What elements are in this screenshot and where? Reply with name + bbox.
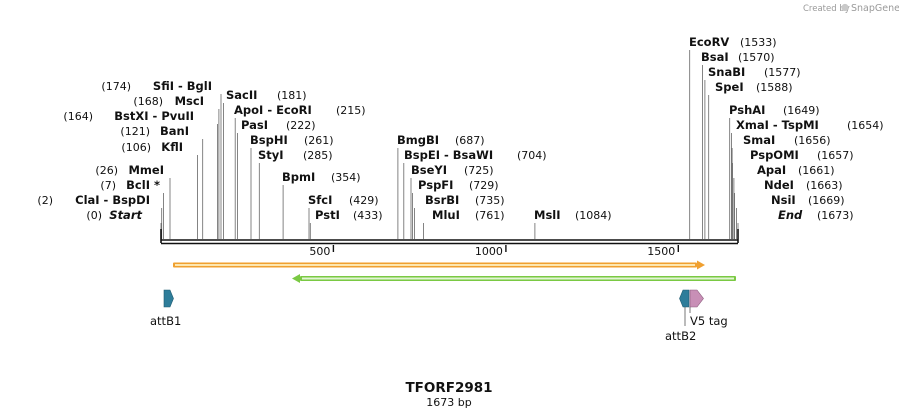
site-name-apoi-ecori[interactable]: ApoI - EcoRI <box>234 103 312 117</box>
site-position-bcli: (7) <box>100 179 116 192</box>
site-position-start: (0) <box>86 209 102 222</box>
site-position-apai: (1661) <box>798 164 835 177</box>
site-labels: Start (0) ClaI - BspDI (2) BclI * (7) MmeI (26)… <box>37 35 883 222</box>
site-position-mlui: (761) <box>475 209 505 222</box>
orf-reverse-arrow <box>292 274 736 283</box>
credit-brand: SnapGene <box>851 3 899 14</box>
site-name-bpmi[interactable]: BpmI <box>282 170 315 184</box>
site-name-kfli[interactable]: KflI <box>161 140 183 154</box>
feature-attb2[interactable]: attB2 <box>665 289 696 343</box>
feature-attb1[interactable]: attB1 <box>150 289 181 328</box>
site-name-msli[interactable]: MslI <box>534 208 561 222</box>
site-position-snabi: (1577) <box>764 66 801 79</box>
map-title: TFORF2981 <box>405 380 492 396</box>
feature-label-attb1: attB1 <box>150 314 181 328</box>
site-position-bseyi: (725) <box>464 164 494 177</box>
site-name-bstxi-pvuii[interactable]: BstXI - PvuII <box>114 109 194 123</box>
site-name-nsii[interactable]: NsiI <box>771 193 796 207</box>
site-leaders <box>160 50 739 239</box>
ruler-tick-label-1000: 1000 <box>475 245 503 258</box>
site-position-sfii-bgli: (174) <box>101 80 131 93</box>
site-name-sfii-bgli[interactable]: SfiI - BglI <box>153 79 212 93</box>
site-name-start[interactable]: Start <box>109 208 142 222</box>
site-position-psti: (433) <box>353 209 383 222</box>
orf-forward-arrow <box>173 260 705 270</box>
site-position-clai-bspdi: (2) <box>37 194 53 207</box>
site-position-mmei: (26) <box>95 164 118 177</box>
site-name-pspfi[interactable]: PspFI <box>418 178 453 192</box>
site-position-msli: (1084) <box>575 209 612 222</box>
site-position-spei: (1588) <box>756 81 793 94</box>
site-position-pspfi: (729) <box>469 179 499 192</box>
site-position-bani: (121) <box>120 125 150 138</box>
site-position-bspei-bsawi: (704) <box>517 149 547 162</box>
site-position-end: (1673) <box>817 209 854 222</box>
credit-prefix: Created by <box>803 4 850 14</box>
site-name-pasi[interactable]: PasI <box>241 118 268 132</box>
site-position-nsii: (1669) <box>808 194 845 207</box>
site-name-ecorv[interactable]: EcoRV <box>689 35 729 49</box>
site-name-mlui[interactable]: MluI <box>432 208 460 222</box>
site-name-sacii[interactable]: SacII <box>226 88 257 102</box>
site-name-pspomi[interactable]: PspOMI <box>750 148 799 162</box>
site-position-bsai: (1570) <box>738 51 775 64</box>
ruler-tick-label-1500: 1500 <box>647 245 675 258</box>
site-position-sfci: (429) <box>349 194 379 207</box>
site-position-bsrbi: (735) <box>475 194 505 207</box>
feature-v5-tag[interactable]: V5 tag <box>689 289 728 328</box>
site-position-bpmi: (354) <box>331 171 361 184</box>
site-position-pspomi: (1657) <box>817 149 854 162</box>
sequence-backbone <box>160 229 739 245</box>
site-position-smai: (1656) <box>794 134 831 147</box>
site-name-sfci[interactable]: SfcI <box>308 193 332 207</box>
feature-label-attb2: attB2 <box>665 329 696 343</box>
site-name-msci[interactable]: MscI <box>175 94 204 108</box>
site-name-snabi[interactable]: SnaBI <box>708 65 745 79</box>
site-position-msci: (168) <box>133 95 163 108</box>
site-name-bsphi[interactable]: BspHI <box>250 133 288 147</box>
site-name-bseyi[interactable]: BseYI <box>411 163 447 177</box>
site-name-clai-bspdi[interactable]: ClaI - BspDI <box>75 193 150 207</box>
site-position-pasi: (222) <box>286 119 316 132</box>
ruler-ticks: 500 1000 1500 <box>309 245 679 258</box>
site-name-pshai[interactable]: PshAI <box>729 103 765 117</box>
site-name-apai[interactable]: ApaI <box>757 163 786 177</box>
site-name-bcli[interactable]: BclI * <box>126 178 160 192</box>
feature-label-v5-tag: V5 tag <box>690 314 728 328</box>
ruler-tick-label-500: 500 <box>309 245 330 258</box>
site-position-xmai-tspmi: (1654) <box>847 119 884 132</box>
site-name-xmai-tspmi[interactable]: XmaI - TspMI <box>736 118 819 132</box>
snapgene-logo-icon <box>841 3 849 12</box>
site-position-bsphi: (261) <box>304 134 334 147</box>
site-name-bspei-bsawi[interactable]: BspEI - BsaWI <box>404 148 493 162</box>
site-name-smai[interactable]: SmaI <box>743 133 775 147</box>
site-name-spei[interactable]: SpeI <box>715 80 744 94</box>
site-position-kfli: (106) <box>121 141 151 154</box>
site-name-bsai[interactable]: BsaI <box>701 50 729 64</box>
site-name-psti[interactable]: PstI <box>315 208 340 222</box>
site-position-bstxi-pvuii: (164) <box>63 110 93 123</box>
site-position-pshai: (1649) <box>783 104 820 117</box>
site-position-apoi-ecori: (215) <box>336 104 366 117</box>
site-name-mmei[interactable]: MmeI <box>128 163 164 177</box>
site-position-styi: (285) <box>303 149 333 162</box>
site-name-end[interactable]: End <box>778 208 803 222</box>
site-position-ecorv: (1533) <box>740 36 777 49</box>
site-name-bmgbi[interactable]: BmgBI <box>397 133 439 147</box>
site-name-ndei[interactable]: NdeI <box>764 178 794 192</box>
site-name-bani[interactable]: BanI <box>160 124 189 138</box>
site-name-styi[interactable]: StyI <box>258 148 284 162</box>
site-name-bsrbi[interactable]: BsrBI <box>425 193 459 207</box>
map-length: 1673 bp <box>426 396 471 409</box>
site-position-sacii: (181) <box>277 89 307 102</box>
site-position-bmgbi: (687) <box>455 134 485 147</box>
credit-watermark: Created by SnapGene <box>803 3 899 14</box>
site-position-ndei: (1663) <box>806 179 843 192</box>
